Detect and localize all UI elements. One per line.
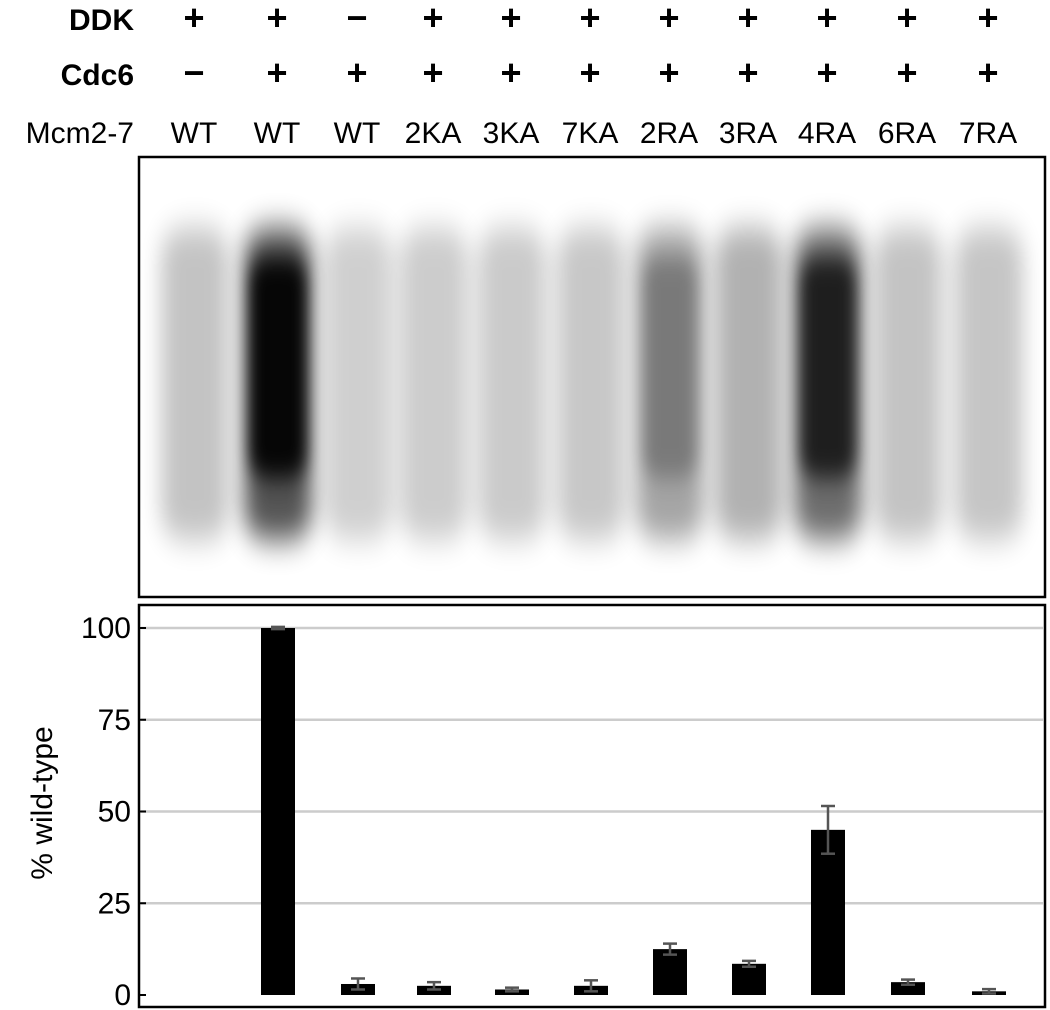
lane-10-cdc6: + — [896, 52, 917, 93]
lane-1-cdc6: − — [183, 52, 204, 93]
gel-band-8 — [715, 228, 783, 540]
error-bar-3 — [351, 977, 365, 991]
lane-5-ddk: + — [500, 0, 521, 38]
lane-2-cdc6: + — [266, 52, 287, 93]
y-tick-label-25: 25 — [98, 887, 131, 920]
lane-3-mcm: WT — [334, 117, 381, 150]
y-axis-label: % wild-type — [26, 726, 59, 879]
lane-3-cdc6: + — [346, 52, 367, 93]
gel-band-6 — [557, 228, 625, 540]
lane-10-ddk: + — [896, 0, 917, 38]
error-bar-7 — [663, 942, 677, 956]
chart-frame — [137, 603, 1047, 1009]
lane-9-mcm: 4RA — [798, 117, 856, 150]
gel-panel — [137, 155, 1047, 599]
chart-bars — [261, 628, 1006, 995]
lane-8-mcm: 3RA — [719, 117, 777, 150]
y-tick-label-0: 0 — [114, 979, 131, 1010]
error-bar-6 — [584, 979, 598, 993]
lane-5-cdc6: + — [500, 52, 521, 93]
gel-frame — [137, 155, 1047, 599]
bar-8-3RA — [732, 963, 766, 995]
row-label-mcm: Mcm2-7 — [26, 117, 134, 150]
lane-header: DDK Cdc6 Mcm2-7 + − WT + + WT − + WT + +2KA + +3KA + +7KA… — [26, 0, 1018, 150]
lane-8-cdc6: + — [737, 52, 758, 93]
row-label-ddk: DDK — [69, 4, 134, 37]
lane-11-ddk: + — [977, 0, 998, 38]
bar-2-WT — [261, 628, 295, 995]
lane-2-mcm: WT — [254, 117, 301, 150]
y-axis: 0 25 50 75 100 — [81, 612, 146, 1010]
lane-9-ddk: + — [816, 0, 837, 38]
lane-6-mcm: 7KA — [562, 117, 619, 150]
gel-band-9 — [794, 228, 862, 540]
lane-4-cdc6: + — [422, 52, 443, 93]
lane-4-mcm: 2KA — [405, 117, 462, 150]
gel-band-3 — [324, 228, 392, 540]
y-tick-label-75: 75 — [98, 704, 131, 737]
gel-band-10 — [874, 228, 942, 540]
gel-band-11 — [955, 228, 1023, 540]
gel-band-5 — [478, 228, 546, 540]
gel-band-7 — [636, 228, 704, 540]
row-label-cdc6: Cdc6 — [61, 59, 134, 92]
error-bar-8 — [742, 959, 756, 968]
lane-11-mcm: 7RA — [959, 117, 1017, 150]
bar-chart: 0 25 50 75 100 % wild-type — [26, 603, 1047, 1010]
error-bar-5 — [505, 986, 519, 993]
lane-6-cdc6: + — [579, 52, 600, 93]
lane-7-mcm: 2RA — [640, 117, 698, 150]
lane-9-cdc6: + — [816, 52, 837, 93]
bar-7-2RA — [653, 949, 687, 995]
error-bar-11 — [982, 987, 996, 995]
lane-6-ddk: + — [579, 0, 600, 38]
lane-8-ddk: + — [737, 0, 758, 38]
lane-2-ddk: + — [266, 0, 287, 38]
gel-band-1 — [161, 228, 229, 540]
y-tick-label-50: 50 — [98, 796, 131, 829]
gel-band-4 — [400, 228, 468, 540]
lane-7-cdc6: + — [658, 52, 679, 93]
lane-7-ddk: + — [658, 0, 679, 38]
lane-5-mcm: 3KA — [483, 117, 540, 150]
error-bar-4 — [427, 980, 441, 991]
error-bars — [271, 625, 996, 995]
error-bar-10 — [901, 978, 915, 986]
y-tick-label-100: 100 — [81, 612, 131, 645]
lane-10-mcm: 6RA — [878, 117, 936, 150]
lane-3-ddk: − — [346, 0, 367, 38]
bar-10-6RA — [891, 982, 925, 995]
lane-11-cdc6: + — [977, 52, 998, 93]
gel-band-2 — [244, 228, 312, 540]
gel-bands — [161, 228, 1023, 540]
lane-1-mcm: WT — [171, 117, 218, 150]
lane-1-ddk: + — [183, 0, 204, 38]
error-bar-2 — [271, 625, 285, 631]
lane-4-ddk: + — [422, 0, 443, 38]
bar-9-4RA — [811, 829, 845, 995]
error-bar-9 — [821, 804, 835, 855]
